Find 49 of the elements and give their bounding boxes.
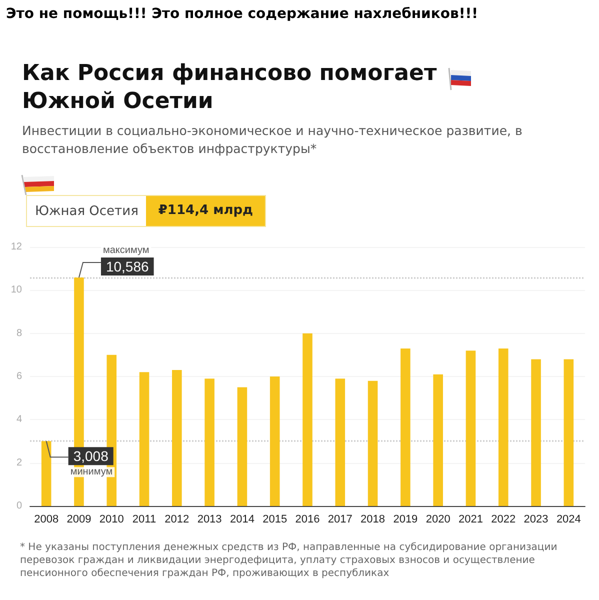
x-tick-label: 2023 <box>524 514 548 526</box>
x-tick-label: 2010 <box>99 514 124 526</box>
x-tick-label: 2016 <box>295 514 320 526</box>
x-tick-label: 2011 <box>132 514 156 526</box>
chart-title: Как Россия финансово помогает Южной Осетии <box>22 60 438 116</box>
bar <box>302 333 312 506</box>
y-tick-label: 10 <box>10 284 22 296</box>
bar <box>368 380 378 506</box>
y-tick-label: 6 <box>16 371 22 382</box>
x-tick-label: 2013 <box>197 514 222 526</box>
bar <box>204 378 214 506</box>
annotation: 10,586 <box>106 258 150 275</box>
x-tick-label: 2009 <box>66 514 92 526</box>
x-tick-label: 2018 <box>360 514 386 526</box>
x-tick-label: 2008 <box>34 514 59 526</box>
x-tick-label: 2012 <box>164 514 190 526</box>
annotation: минимум <box>70 466 113 478</box>
text: Это не помощь!!! Это полное содержание нахлебников!!! <box>6 6 478 22</box>
text: * Не указаны поступления денежных средств из РФ, направленные на субсидирование организации перевозок граждан и ликвидации энергодефицита, уплату страховых взносов и осуществление пенсионного обеспечения граждан РФ, проживающих в республиках <box>20 541 558 580</box>
bar <box>400 348 410 506</box>
y-tick-label: 4 <box>16 414 22 426</box>
y-tick-label: 12 <box>10 242 22 252</box>
x-tick-label: 2022 <box>491 514 516 526</box>
bar <box>237 387 248 506</box>
bar <box>335 378 346 506</box>
y-tick-label: 0 <box>16 500 22 512</box>
bar <box>41 441 52 506</box>
x-tick-label: 2020 <box>426 514 450 526</box>
bar <box>531 359 541 506</box>
x-tick-label: 2024 <box>556 514 581 526</box>
annotation: 3,008 <box>73 448 109 464</box>
bar <box>172 370 182 506</box>
text: Южная Осетия <box>34 204 140 218</box>
x-tick-label: 2014 <box>230 514 254 526</box>
y-tick-label: 8 <box>16 328 22 339</box>
x-tick-label: 2015 <box>262 514 288 526</box>
y-tick-label: 2 <box>16 457 22 468</box>
bar <box>139 372 150 506</box>
text: ₽114,4 млрд <box>146 196 266 226</box>
bar <box>564 359 574 506</box>
x-tick-label: 2017 <box>328 514 352 526</box>
bar <box>433 374 443 506</box>
bar <box>466 350 476 506</box>
x-tick-label: 2021 <box>458 514 483 526</box>
chart-subtitle: Инвестиции в социально-экономическое и научно-техническое развитие, в восстановление объектов инфраструктуры* <box>22 122 524 158</box>
bar <box>270 376 280 506</box>
x-tick-label: 2019 <box>393 514 418 526</box>
bar <box>498 348 508 506</box>
annotation: максимум <box>102 245 150 256</box>
